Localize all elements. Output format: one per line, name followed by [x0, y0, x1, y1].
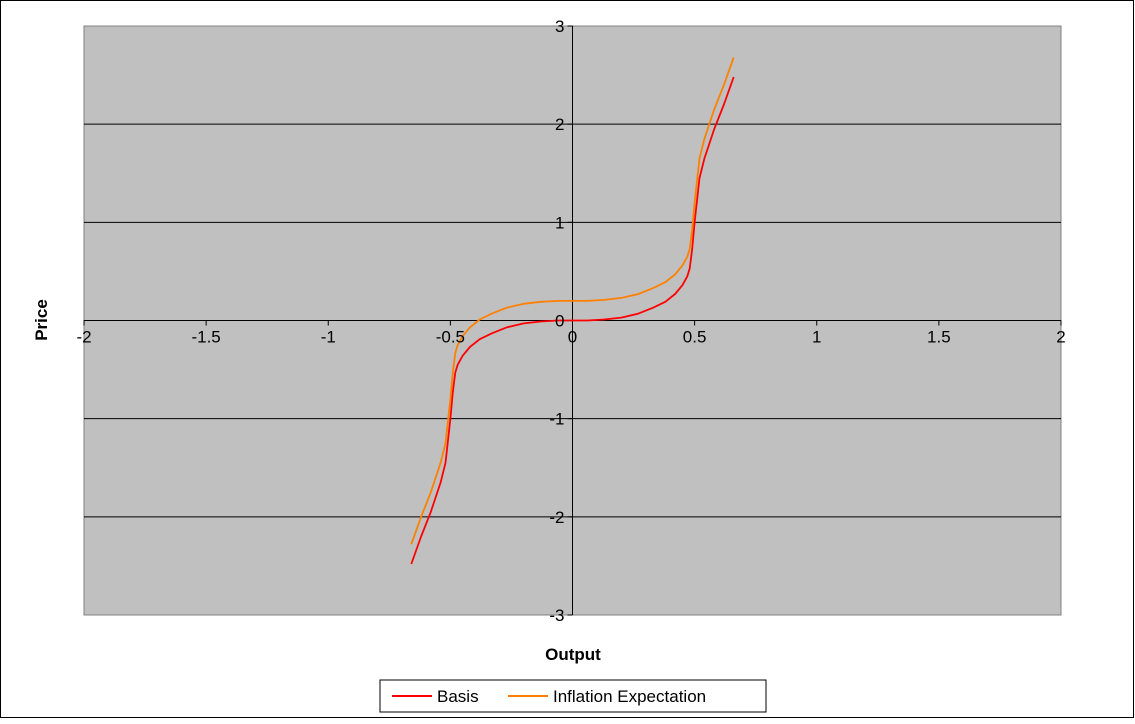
legend-label-inflation-expectation: Inflation Expectation — [553, 687, 706, 706]
legend-box — [379, 679, 767, 713]
legend-label-basis: Basis — [437, 687, 479, 706]
y-tick-label: -3 — [549, 606, 564, 625]
x-tick-label: 1 — [812, 328, 821, 347]
x-tick-label: 2 — [1056, 328, 1065, 347]
y-tick-label: 2 — [555, 115, 564, 134]
x-axis-title: Output — [545, 645, 601, 664]
y-tick-label: 3 — [555, 17, 564, 36]
series-layer — [410, 57, 735, 565]
x-tick-label: -2 — [76, 328, 91, 347]
x-tick-label: 1.5 — [927, 328, 951, 347]
y-tick-label: -2 — [549, 508, 564, 527]
y-tick-label: -1 — [549, 410, 564, 429]
tick-labels: -2 -1.5 -1 -0.5 0 0.5 1 1.5 2 -3 -2 -1 0 1 2 3 — [76, 17, 1065, 625]
y-tick-label: 1 — [555, 213, 564, 232]
y-axis-title: Price — [32, 299, 51, 341]
x-tick-label: 0 — [568, 328, 577, 347]
x-tick-label: -0.5 — [436, 328, 465, 347]
y-tick-label: 0 — [555, 312, 564, 331]
legend: Basis Inflation Expectation — [379, 679, 767, 713]
series-line-basis — [410, 76, 735, 565]
x-tick-label: -1 — [321, 328, 336, 347]
series-line-inflation-expectation — [410, 57, 735, 545]
x-tick-label: -1.5 — [191, 328, 220, 347]
x-tick-label: 0.5 — [683, 328, 707, 347]
